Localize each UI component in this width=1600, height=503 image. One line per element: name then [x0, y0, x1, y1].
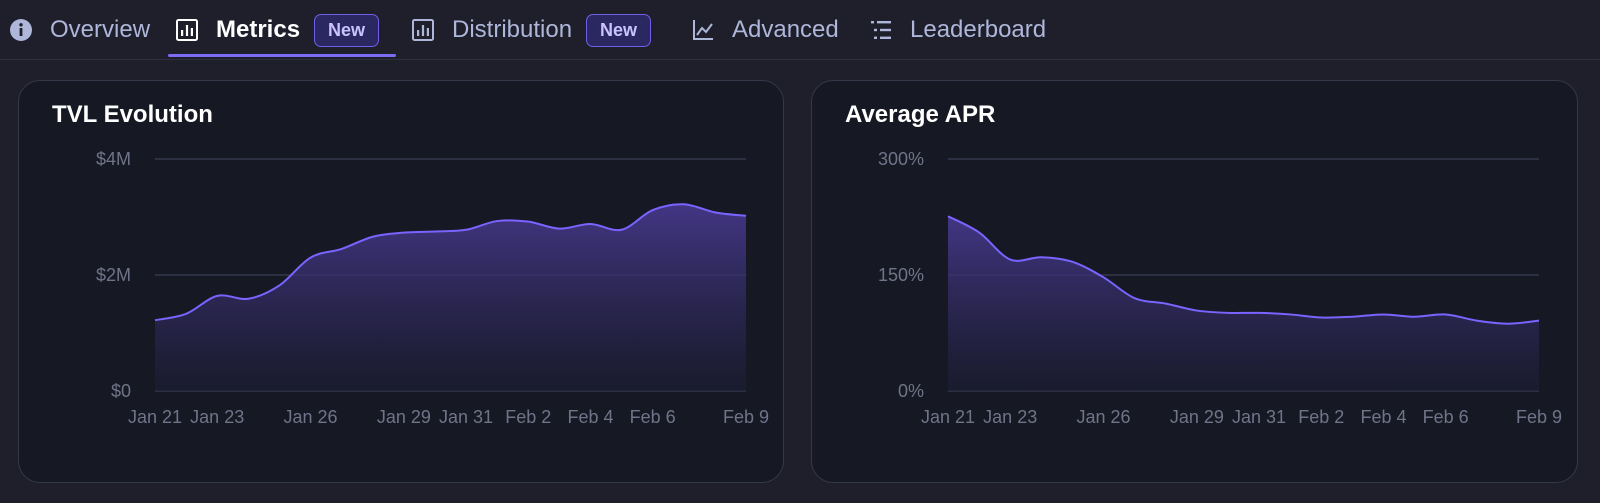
x-tick-label: Jan 29	[377, 407, 431, 427]
tab-bar: Overview Metrics New Distribution New Ad…	[0, 0, 1600, 60]
x-tick-label: Feb 2	[505, 407, 551, 427]
x-tick-label: Jan 23	[190, 407, 244, 427]
x-tick-label: Feb 9	[723, 407, 769, 427]
series-line	[154, 203, 747, 322]
x-tick-label: Feb 2	[1298, 407, 1344, 427]
tab-label: Overview	[50, 16, 151, 43]
x-tick-label: Feb 6	[1423, 407, 1469, 427]
info-icon	[8, 17, 34, 43]
x-tick-label: Jan 29	[1170, 407, 1224, 427]
bar-chart-icon	[410, 17, 436, 43]
apr-chart: 0% 150% 300% Jan 21 Jan 23 Jan 26 Jan 29 Jan 31…	[878, 149, 1562, 427]
tab-advanced[interactable]: Advanced	[690, 8, 839, 52]
x-tick-label: Jan 26	[284, 407, 338, 427]
series-area	[155, 204, 746, 391]
series-line	[947, 215, 1540, 325]
list-icon	[868, 17, 894, 43]
x-tick-label: Jan 23	[983, 407, 1037, 427]
x-tick-label: Feb 6	[630, 407, 676, 427]
apr-chart-card: Average APR 0% 150% 300% Jan 21 Jan 23 Jan 26…	[811, 80, 1578, 483]
tvl-chart-card: TVL Evolution $0 $2M $4M Jan 21 Jan 23 Jan 26…	[18, 80, 784, 483]
tab-label: Metrics	[216, 16, 301, 43]
new-badge: New	[586, 13, 652, 47]
x-tick-label: Jan 21	[921, 407, 975, 427]
tvl-chart: $0 $2M $4M Jan 21 Jan 23 Jan 26 Jan 29 Jan 31 Fe…	[96, 149, 769, 427]
y-tick-label: $4M	[96, 149, 131, 169]
active-tab-indicator	[168, 54, 396, 57]
y-tick-label: $2M	[96, 265, 131, 285]
tab-label: Leaderboard	[910, 16, 1047, 43]
tab-metrics[interactable]: Metrics New	[174, 8, 380, 52]
x-tick-label: Feb 4	[567, 407, 613, 427]
x-tick-label: Jan 26	[1077, 407, 1131, 427]
x-tick-label: Feb 4	[1360, 407, 1406, 427]
tab-overview[interactable]: Overview	[8, 8, 150, 52]
tab-leaderboard[interactable]: Leaderboard	[868, 8, 1046, 52]
x-tick-label: Feb 9	[1516, 407, 1562, 427]
chart-title: Average APR	[845, 101, 996, 128]
y-tick-label: $0	[111, 381, 131, 401]
tab-label: Distribution	[452, 16, 573, 43]
y-tick-label: 300%	[878, 149, 924, 169]
line-chart-icon	[690, 17, 716, 43]
tab-distribution[interactable]: Distribution New	[410, 8, 652, 52]
x-tick-label: Jan 31	[1232, 407, 1286, 427]
new-badge: New	[314, 13, 380, 47]
bar-chart-icon	[174, 17, 200, 43]
y-tick-label: 0%	[898, 381, 924, 401]
y-tick-label: 150%	[878, 265, 924, 285]
series-area	[948, 216, 1539, 391]
x-tick-label: Jan 31	[439, 407, 493, 427]
x-tick-label: Jan 21	[128, 407, 182, 427]
chart-title: TVL Evolution	[52, 101, 213, 128]
tab-label: Advanced	[732, 16, 839, 43]
